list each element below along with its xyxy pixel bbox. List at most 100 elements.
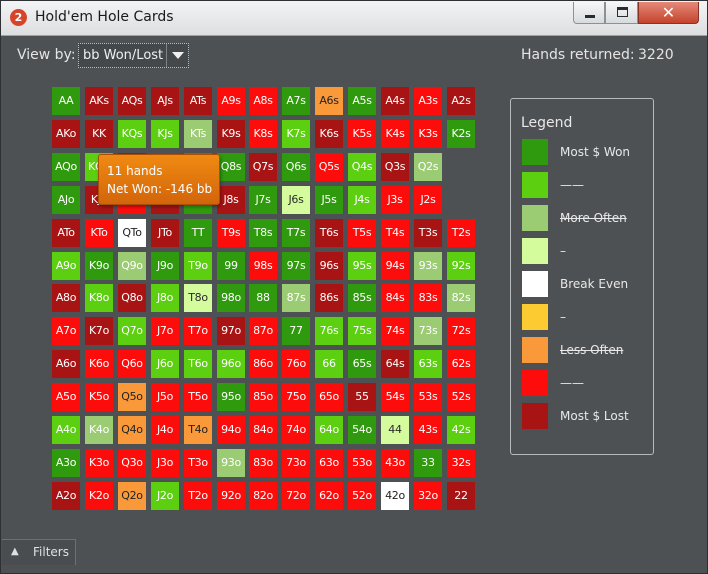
hand-cell[interactable]: T5o (184, 383, 212, 411)
hand-cell[interactable]: 42o (381, 482, 409, 510)
hand-cell[interactable]: Q2s (414, 153, 442, 181)
hand-cell[interactable]: Q7s (249, 153, 277, 181)
hand-cell[interactable]: A6s (315, 87, 343, 115)
hand-cell[interactable]: 74s (381, 317, 409, 345)
hand-cell[interactable]: A4o (52, 416, 80, 444)
chevron-down-icon[interactable] (166, 44, 188, 67)
hand-cell[interactable]: J5o (151, 383, 179, 411)
hand-cell[interactable]: 93s (414, 252, 442, 280)
hand-cell[interactable]: 54o (348, 416, 376, 444)
hand-cell[interactable]: Q5o (118, 383, 146, 411)
hand-cell[interactable]: 54s (381, 383, 409, 411)
hand-cell[interactable]: J7s (249, 186, 277, 214)
hand-cell[interactable]: Q6o (118, 350, 146, 378)
maximize-button[interactable] (605, 2, 638, 24)
hand-cell[interactable]: 94s (381, 252, 409, 280)
minimize-button[interactable] (573, 2, 605, 24)
hand-cell[interactable]: J9o (151, 252, 179, 280)
hand-cell[interactable]: 64o (315, 416, 343, 444)
hand-cell[interactable]: AKs (85, 87, 113, 115)
hand-cell[interactable]: Q6s (282, 153, 310, 181)
hand-cell[interactable]: K6o (85, 350, 113, 378)
hand-cell[interactable]: 82o (249, 482, 277, 510)
hand-cell[interactable]: 65o (315, 383, 343, 411)
hand-cell[interactable]: 84o (249, 416, 277, 444)
hand-cell[interactable]: A5o (52, 383, 80, 411)
hand-cell[interactable]: 55 (348, 383, 376, 411)
hand-cell[interactable]: 43o (381, 449, 409, 477)
hand-cell[interactable]: 42s (447, 416, 475, 444)
close-button[interactable]: ✕ (638, 2, 699, 24)
hand-cell[interactable]: J2o (151, 482, 179, 510)
hand-cell[interactable]: J5s (315, 186, 343, 214)
hand-cell[interactable]: 96s (315, 252, 343, 280)
hand-cell[interactable]: 93o (217, 449, 245, 477)
hand-cell[interactable]: 84s (381, 284, 409, 312)
hand-cell[interactable]: 72s (447, 317, 475, 345)
hand-cell[interactable]: T8o (184, 284, 212, 312)
hand-cell[interactable]: 63o (315, 449, 343, 477)
hand-cell[interactable]: 52s (447, 383, 475, 411)
hand-cell[interactable]: 85s (348, 284, 376, 312)
hand-cell[interactable]: A5s (348, 87, 376, 115)
hand-cell[interactable]: K5o (85, 383, 113, 411)
hand-cell[interactable]: K7o (85, 317, 113, 345)
hand-cell[interactable]: K8o (85, 284, 113, 312)
hand-cell[interactable]: T3s (414, 219, 442, 247)
hand-cell[interactable]: 99 (217, 252, 245, 280)
hand-cell[interactable]: J3o (151, 449, 179, 477)
hand-cell[interactable]: 86s (315, 284, 343, 312)
hand-cell[interactable]: Q9o (118, 252, 146, 280)
hand-cell[interactable]: 53s (414, 383, 442, 411)
hand-cell[interactable]: J4o (151, 416, 179, 444)
hand-cell[interactable]: AJs (151, 87, 179, 115)
hand-cell[interactable]: QTo (118, 219, 146, 247)
hand-cell[interactable]: K2o (85, 482, 113, 510)
hand-cell[interactable]: AKo (52, 120, 80, 148)
filters-toggle[interactable]: ▲ Filters (2, 539, 76, 565)
hand-cell[interactable]: A3s (414, 87, 442, 115)
hand-cell[interactable]: A7o (52, 317, 80, 345)
hand-cell[interactable]: T3o (184, 449, 212, 477)
hand-cell[interactable]: T7s (282, 219, 310, 247)
hand-cell[interactable]: 62s (447, 350, 475, 378)
hand-cell[interactable]: AJo (52, 186, 80, 214)
hand-cell[interactable]: 44 (381, 416, 409, 444)
hand-cell[interactable]: T9o (184, 252, 212, 280)
hand-cell[interactable]: KTs (184, 120, 212, 148)
hand-cell[interactable]: ATo (52, 219, 80, 247)
hand-cell[interactable]: K7s (282, 120, 310, 148)
hand-cell[interactable]: KJs (151, 120, 179, 148)
hand-cell[interactable]: J8o (151, 284, 179, 312)
hand-cell[interactable]: 98s (249, 252, 277, 280)
hand-cell[interactable]: A7s (282, 87, 310, 115)
hand-cell[interactable]: 66 (315, 350, 343, 378)
hand-cell[interactable]: A6o (52, 350, 80, 378)
hand-cell[interactable]: K6s (315, 120, 343, 148)
hand-cell[interactable]: 53o (348, 449, 376, 477)
hand-cell[interactable]: 72o (282, 482, 310, 510)
hand-cell[interactable]: 52o (348, 482, 376, 510)
hand-cell[interactable]: 73s (414, 317, 442, 345)
hand-cell[interactable]: K5s (348, 120, 376, 148)
hand-cell[interactable]: A4s (381, 87, 409, 115)
hand-cell[interactable]: J8s (217, 186, 245, 214)
hand-cell[interactable]: Q5s (315, 153, 343, 181)
hand-cell[interactable]: T5s (348, 219, 376, 247)
hand-cell[interactable]: T4s (381, 219, 409, 247)
hand-cell[interactable]: K9s (217, 120, 245, 148)
hand-cell[interactable]: J2s (414, 186, 442, 214)
hand-cell[interactable]: 87o (249, 317, 277, 345)
hand-cell[interactable]: 83s (414, 284, 442, 312)
hand-cell[interactable]: A9s (217, 87, 245, 115)
hand-cell[interactable]: 77 (282, 317, 310, 345)
hand-cell[interactable]: Q8s (217, 153, 245, 181)
hand-cell[interactable]: T2s (447, 219, 475, 247)
hand-cell[interactable]: K8s (249, 120, 277, 148)
hand-cell[interactable]: 22 (447, 482, 475, 510)
hand-cell[interactable]: J3s (381, 186, 409, 214)
hand-cell[interactable]: J6s (282, 186, 310, 214)
hand-cell[interactable]: AQo (52, 153, 80, 181)
hand-cell[interactable]: 62o (315, 482, 343, 510)
hand-cell[interactable]: TT (184, 219, 212, 247)
